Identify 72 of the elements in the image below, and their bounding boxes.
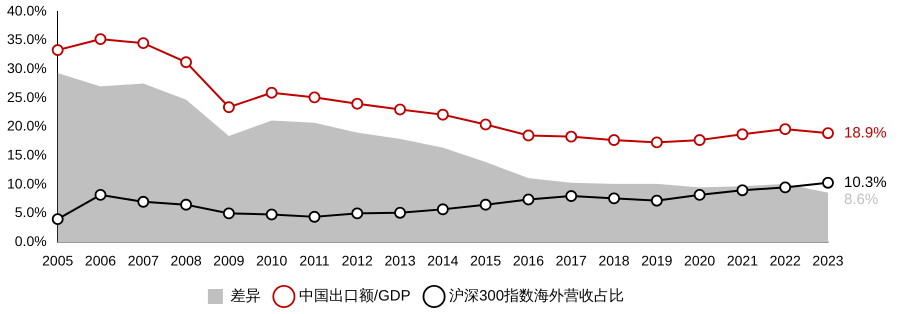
- x-tick-label: 2005: [42, 252, 74, 268]
- point: [694, 188, 706, 201]
- legend-label: 沪深300指数海外营收占比: [449, 288, 624, 305]
- x-tick-label: 2006: [84, 252, 116, 268]
- x-tick-label: 2018: [598, 252, 630, 268]
- x-tick-label: 2012: [342, 252, 374, 268]
- legend-label: 中国出口额/GDP: [298, 288, 411, 305]
- x-tick-label: 2021: [726, 252, 758, 268]
- point: [822, 127, 834, 140]
- point: [565, 190, 578, 202]
- point: [779, 123, 792, 136]
- x-tick-label: 2019: [641, 252, 673, 268]
- point: [736, 184, 748, 196]
- point: [779, 181, 792, 194]
- point: [436, 203, 449, 216]
- point: [480, 118, 492, 130]
- point: [266, 86, 278, 99]
- y-tick-label: 0.0%: [14, 233, 47, 250]
- point: [52, 44, 64, 56]
- point: [351, 98, 364, 110]
- point: [137, 37, 150, 50]
- point: [650, 136, 663, 148]
- point: [608, 192, 620, 204]
- annotation: 10.3%: [844, 174, 887, 191]
- annotation: 8.6%: [844, 190, 878, 208]
- x-tick-label: 2008: [170, 252, 202, 268]
- annotation: 18.9%: [844, 124, 887, 142]
- y-tick-label: 30.0%: [6, 60, 47, 76]
- point: [608, 134, 620, 146]
- point: [180, 56, 192, 68]
- point: [436, 108, 449, 121]
- point: [522, 194, 534, 206]
- point: [522, 130, 534, 142]
- point: [650, 194, 663, 207]
- x-tick-label: 2020: [684, 252, 716, 268]
- y-tick-label: 5.0%: [14, 204, 47, 220]
- x-tick-label: 2017: [556, 252, 588, 268]
- point: [565, 130, 578, 143]
- point: [308, 91, 320, 104]
- point: [137, 196, 150, 208]
- point: [308, 210, 320, 223]
- x-tick-label: 2014: [427, 252, 459, 268]
- y-tick-label: 35.0%: [6, 31, 47, 48]
- point: [822, 176, 834, 189]
- point: [52, 213, 64, 226]
- point: [94, 188, 106, 201]
- x-tick-label: 2011: [299, 252, 330, 268]
- x-tick-label: 2023: [812, 252, 844, 268]
- x-tick-label: 2013: [384, 252, 416, 268]
- point: [222, 207, 235, 220]
- y-tick-label: 25.0%: [6, 88, 47, 105]
- y-tick-label: 15.0%: [6, 146, 47, 163]
- x-tick-label: 2007: [128, 252, 160, 268]
- point: [266, 208, 278, 220]
- point: [94, 33, 106, 45]
- point: [736, 128, 748, 140]
- point: [394, 206, 406, 219]
- legend-label: 差异: [230, 288, 260, 305]
- x-tick-label: 2022: [770, 252, 801, 268]
- point: [694, 134, 706, 146]
- y-tick-label: 20.0%: [6, 118, 47, 134]
- x-tick-label: 2009: [213, 252, 245, 268]
- x-tick-label: 2015: [470, 252, 502, 268]
- point: [180, 198, 192, 211]
- y-tick-label: 40.0%: [6, 2, 47, 18]
- point: [351, 207, 364, 220]
- x-tick-label: 2016: [512, 252, 544, 268]
- point: [222, 101, 235, 114]
- y-tick-label: 10.0%: [6, 175, 47, 192]
- x-tick-label: 2010: [256, 252, 288, 268]
- point: [480, 198, 492, 211]
- point: [394, 104, 406, 116]
